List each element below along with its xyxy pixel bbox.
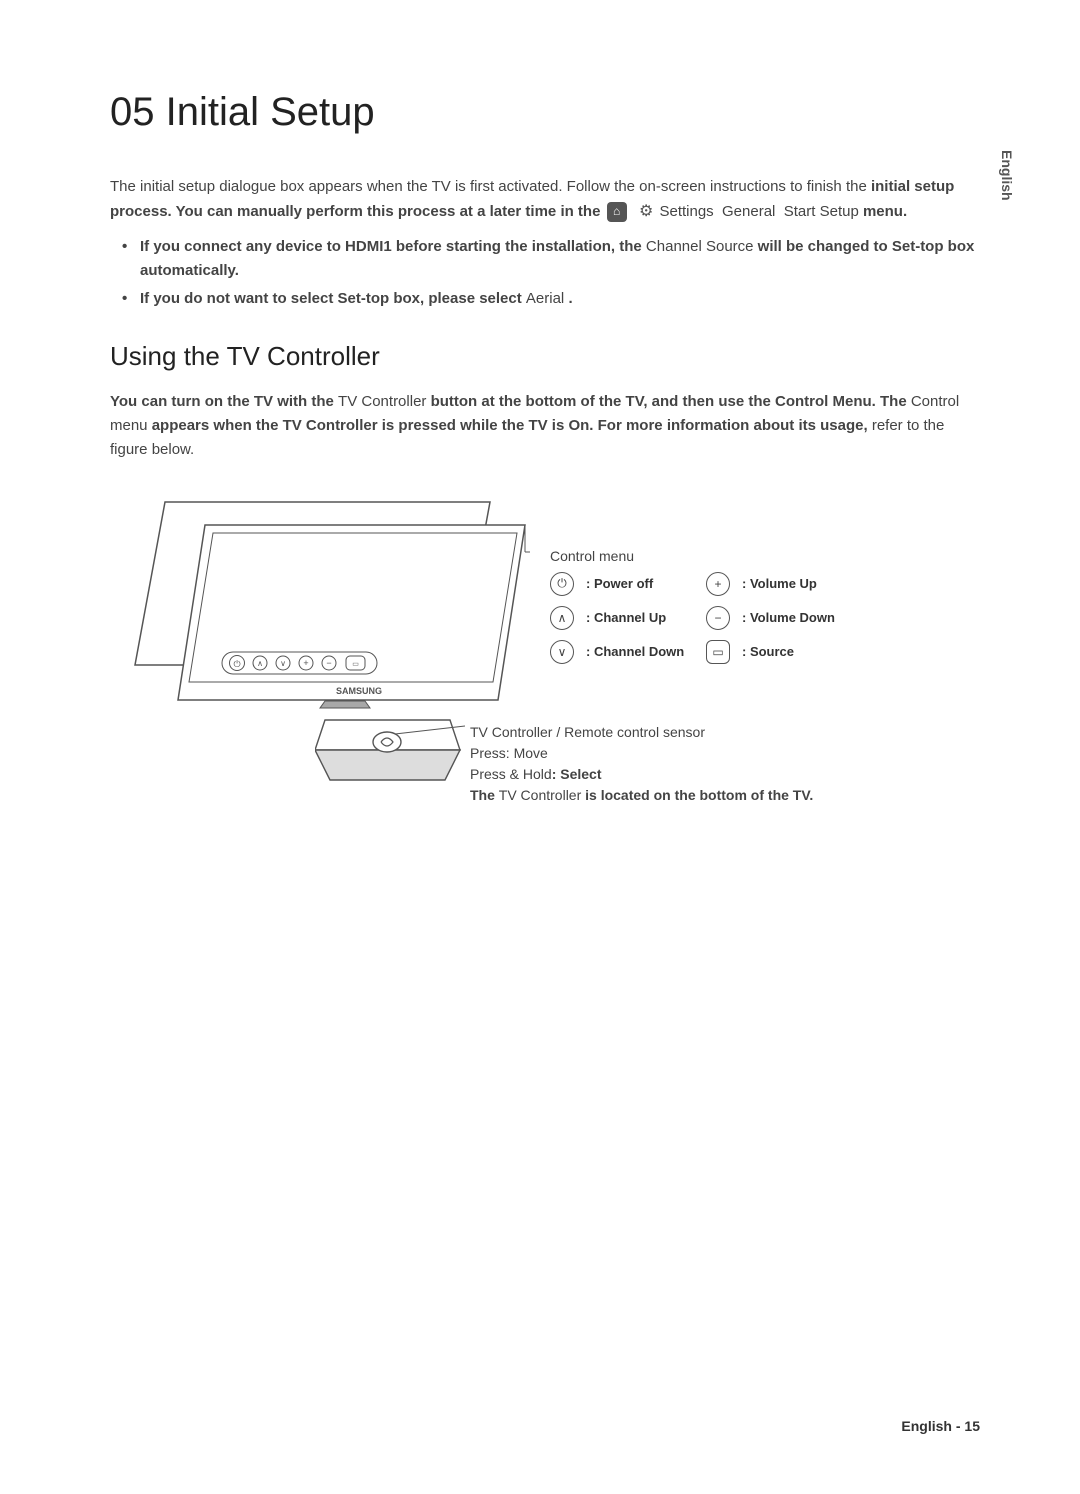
chapter-title: 05 Initial Setup: [110, 90, 980, 135]
list-item: If you connect any device to HDMI1 befor…: [140, 235, 980, 283]
chevron-up-icon: ∧: [550, 606, 574, 630]
controller-usage-text: You can turn on the TV with the TV Contr…: [110, 390, 980, 462]
side-language-label: English: [999, 150, 1015, 201]
detail-line4c: is located on the bottom of the TV.: [581, 787, 813, 803]
detail-line4: The TV Controller is located on the bott…: [470, 785, 813, 806]
intro-paragraph: The initial setup dialogue box appears w…: [110, 175, 980, 225]
controller-detail-svg: [315, 712, 465, 802]
detail-line3: Press & Hold: Select: [470, 764, 813, 785]
detail-line4b: TV Controller: [499, 787, 581, 803]
control-menu-label: Control menu: [550, 548, 634, 564]
svg-text:−: −: [326, 658, 331, 668]
menu-suffix: menu.: [863, 203, 907, 220]
ctrl-tv-controller: TV Controller: [338, 393, 426, 410]
minus-icon: −: [706, 606, 730, 630]
detail-line3b: : Select: [552, 766, 602, 782]
setup-label: Setup: [820, 203, 859, 220]
bullet1b: Channel Source: [646, 238, 754, 255]
tv-outline-svg: SAMSUNG ⏻ ∧ ∨ + − ▭: [130, 490, 530, 720]
svg-text:▭: ▭: [352, 661, 359, 668]
svg-text:∨: ∨: [280, 659, 286, 668]
svg-text:+: +: [303, 658, 308, 668]
bullet1a: If you connect any device to HDMI1 befor…: [140, 238, 642, 255]
detail-line1: TV Controller / Remote control sensor: [470, 722, 813, 743]
detail-line3a: Press & Hold: [470, 766, 552, 782]
bullet2c: .: [568, 290, 572, 307]
source-label: : Source: [742, 644, 854, 659]
channel-up-label: : Channel Up: [586, 610, 698, 625]
ctrl-t1: You can turn on the TV with the: [110, 393, 338, 410]
settings-label: Settings: [659, 203, 713, 220]
detail-line4a: The: [470, 787, 499, 803]
controller-detail-text: TV Controller / Remote control sensor Pr…: [470, 722, 813, 806]
ctrl-t3: appears when the TV Controller is presse…: [152, 417, 872, 434]
list-item: If you do not want to select Set-top box…: [140, 287, 980, 311]
plus-icon: +: [706, 572, 730, 596]
detail-line2: Press: Move: [470, 743, 813, 764]
power-off-label: : Power off: [586, 576, 698, 591]
home-icon: ⌂: [607, 202, 627, 222]
svg-text:⏻: ⏻: [233, 659, 240, 669]
power-icon: ⏻: [550, 572, 574, 596]
general-label: General: [722, 203, 775, 220]
start-label: Start: [784, 203, 816, 220]
intro-text-1: The initial setup dialogue box appears w…: [110, 178, 871, 195]
chevron-down-icon: ∨: [550, 640, 574, 664]
using-controller-heading: Using the TV Controller: [110, 341, 980, 372]
svg-text:∧: ∧: [257, 659, 263, 668]
tv-diagram: SAMSUNG ⏻ ∧ ∨ + − ▭ Control menu ⏻ : Pow…: [130, 490, 980, 830]
ctrl-t2: button at the bottom of the TV, and then…: [431, 393, 911, 410]
bullet2a: If you do not want to select Set-top box…: [140, 290, 526, 307]
channel-down-label: : Channel Down: [586, 644, 698, 659]
samsung-logo: SAMSUNG: [336, 686, 382, 696]
volume-down-label: : Volume Down: [742, 610, 854, 625]
gear-icon: ⚙: [639, 199, 653, 225]
intro-bullets: If you connect any device to HDMI1 befor…: [110, 235, 980, 311]
bullet2b: Aerial: [526, 290, 564, 307]
control-menu-grid: ⏻ : Power off + : Volume Up ∧ : Channel …: [550, 572, 854, 664]
source-icon: ▭: [706, 640, 730, 664]
volume-up-label: : Volume Up: [742, 576, 854, 591]
page-footer: English - 15: [901, 1418, 980, 1434]
